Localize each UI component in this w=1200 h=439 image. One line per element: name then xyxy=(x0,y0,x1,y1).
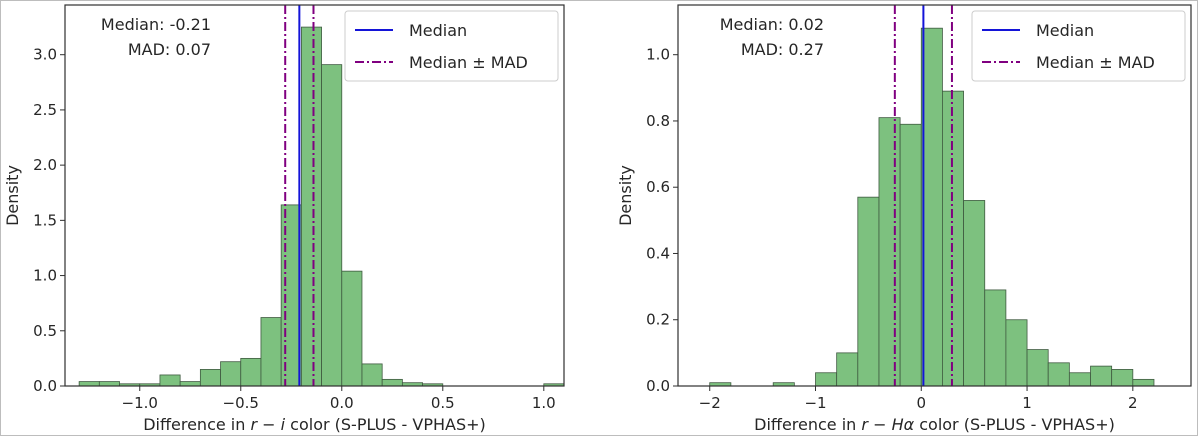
histogram-bar xyxy=(984,289,1007,387)
y-tick-label: 0.0 xyxy=(646,377,670,395)
legend-median-label: Median xyxy=(1036,21,1094,40)
x-tick-label: 0.0 xyxy=(330,394,354,412)
x-axis-label: Difference in r − Hα color (S-PLUS - VPH… xyxy=(754,415,1115,434)
histogram-bar xyxy=(159,374,181,387)
histogram-bar xyxy=(942,90,964,387)
legend-mad-label: Median ± MAD xyxy=(409,53,528,72)
x-axis-label: Difference in r − i color (S-PLUS - VPHA… xyxy=(143,415,486,434)
x-axis-label-suffix: color (S-PLUS - VPHAS+) xyxy=(914,415,1115,434)
histogram-bar xyxy=(300,26,322,387)
y-tick-label: 3.0 xyxy=(33,46,57,64)
histogram-bar xyxy=(815,372,838,387)
x-tick-label: 0.5 xyxy=(431,394,455,412)
y-tick-label: 2.0 xyxy=(33,156,57,174)
histogram-bar xyxy=(836,352,859,387)
y-axis-label: Density xyxy=(3,165,22,226)
histogram-bar xyxy=(240,357,262,387)
histogram-bar xyxy=(341,270,363,387)
legend: Median Median ± MAD xyxy=(344,10,559,82)
histogram-bar xyxy=(899,123,922,387)
histogram-bar xyxy=(260,317,282,387)
histogram-bar xyxy=(381,378,403,387)
x-tick-label: 1.0 xyxy=(532,394,556,412)
y-tick-label: 0.2 xyxy=(646,311,670,329)
legend-box xyxy=(344,10,559,82)
histogram-bar xyxy=(78,381,100,387)
x-tick-label: −0.5 xyxy=(223,394,259,412)
x-tick-label: −2 xyxy=(699,394,721,412)
legend-box xyxy=(971,10,1186,82)
histogram-bar xyxy=(220,361,242,387)
x-tick-label: 1 xyxy=(1022,394,1032,412)
histogram-bar xyxy=(963,200,986,387)
histogram-bar xyxy=(321,64,343,387)
histogram-bar xyxy=(361,363,383,387)
plot-frame xyxy=(64,4,565,387)
mad-annotation: MAD: 0.07 xyxy=(128,40,211,59)
histogram-bar xyxy=(1026,349,1049,387)
mad-annotation: MAD: 0.27 xyxy=(741,40,824,59)
x-axis-label-math: r − Hα xyxy=(861,415,914,434)
histogram-bar xyxy=(1005,319,1028,387)
x-axis-label-prefix: Difference in xyxy=(754,415,861,434)
panel-2: −2 −1 0 1 2 0.0 0.2 0.4 0.6 0.8 1.0 Difference in r… xyxy=(616,4,1192,434)
median-annotation: Median: 0.02 xyxy=(720,15,824,34)
panel-1: −1.0 −0.5 0.0 0.5 1.0 0.0 0.5 1.0 1.5 2.0 2.5 3.0 Di… xyxy=(3,4,565,434)
y-tick-label: 0.0 xyxy=(33,377,57,395)
x-axis-label-prefix: Difference in xyxy=(143,415,250,434)
legend-mad-label: Median ± MAD xyxy=(1036,53,1155,72)
legend: Median Median ± MAD xyxy=(971,10,1186,82)
y-tick-label: 1.0 xyxy=(646,46,670,64)
x-tick-label: 0 xyxy=(917,394,927,412)
histogram-bar xyxy=(179,381,201,387)
y-axis-label: Density xyxy=(616,165,635,226)
histogram-bar xyxy=(280,204,302,387)
histogram-bar xyxy=(857,196,880,387)
histogram-bar xyxy=(920,27,943,387)
y-tick-label: 1.0 xyxy=(33,267,57,285)
histogram-bar xyxy=(1047,362,1070,387)
histogram-bar xyxy=(1111,369,1134,387)
x-axis-label-math: r − i xyxy=(250,415,285,434)
histogram-bar xyxy=(98,381,120,387)
y-tick-label: 2.5 xyxy=(33,101,57,119)
y-tick-label: 1.5 xyxy=(33,211,57,229)
plot-frame xyxy=(677,4,1192,387)
x-axis-label-suffix: color (S-PLUS - VPHAS+) xyxy=(285,415,486,434)
histogram-bar xyxy=(199,369,221,387)
x-tick-label: −1.0 xyxy=(122,394,158,412)
median-annotation: Median: -0.21 xyxy=(101,15,211,34)
x-tick-label: 2 xyxy=(1128,394,1138,412)
y-tick-label: 0.8 xyxy=(646,112,670,130)
histogram-bar xyxy=(1132,378,1155,387)
y-tick-label: 0.6 xyxy=(646,178,670,196)
histogram-bar xyxy=(1090,365,1113,387)
histogram-bar xyxy=(878,117,901,387)
x-tick-label: −1 xyxy=(804,394,826,412)
legend-median-label: Median xyxy=(409,21,467,40)
y-tick-label: 0.5 xyxy=(33,322,57,340)
histogram-bar xyxy=(1068,372,1091,387)
y-tick-label: 0.4 xyxy=(646,244,670,262)
